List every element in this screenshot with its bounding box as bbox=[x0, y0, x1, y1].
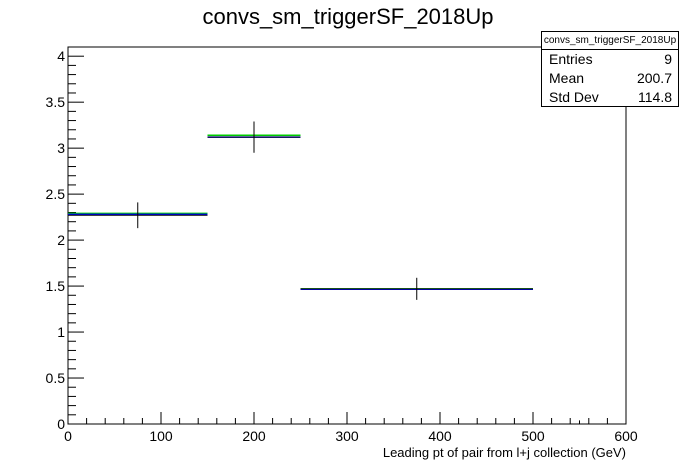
chart-title: convs_sm_triggerSF_2018Up bbox=[202, 4, 493, 29]
x-tick-label: 200 bbox=[242, 428, 266, 444]
stats-mean-row: Mean 200.7 bbox=[542, 69, 678, 88]
stats-title: convs_sm_triggerSF_2018Up bbox=[542, 32, 678, 50]
x-tick-label: 400 bbox=[428, 428, 452, 444]
x-tick-label: 600 bbox=[614, 428, 638, 444]
x-tick-label: 0 bbox=[64, 428, 72, 444]
y-tick-label: 2 bbox=[57, 232, 65, 248]
y-tick-label: 3.5 bbox=[46, 94, 66, 110]
stats-stddev-value: 114.8 bbox=[638, 89, 672, 105]
stats-entries-label: Entries bbox=[549, 51, 593, 67]
x-tick-label: 300 bbox=[335, 428, 359, 444]
y-tick-label: 3 bbox=[57, 140, 65, 156]
y-tick-label: 1.5 bbox=[46, 278, 66, 294]
data-point bbox=[68, 202, 208, 229]
data-point bbox=[533, 420, 626, 425]
stats-entries-value: 9 bbox=[664, 51, 672, 67]
stats-stddev-label: Std Dev bbox=[549, 89, 599, 105]
stats-entries-row: Entries 9 bbox=[542, 50, 678, 69]
y-tick-label: 0.5 bbox=[46, 370, 66, 386]
y-tick-label: 4 bbox=[57, 48, 65, 64]
y-tick-label: 1 bbox=[57, 324, 65, 340]
x-tick-label: 100 bbox=[149, 428, 173, 444]
stats-mean-label: Mean bbox=[549, 70, 585, 86]
stats-mean-value: 200.7 bbox=[636, 70, 672, 86]
y-tick-label: 0 bbox=[57, 416, 65, 432]
x-tick-label: 500 bbox=[521, 428, 545, 444]
data-point bbox=[300, 277, 533, 300]
stats-stddev-row: Std Dev 114.8 bbox=[542, 88, 678, 107]
data-points bbox=[68, 121, 626, 425]
data-point bbox=[207, 121, 301, 153]
axes: 0 100 200 300 400 500 600 0 0.5 1 1.5 2 2.5 3 3.5 4 bbox=[46, 46, 638, 444]
stats-box: convs_sm_triggerSF_2018Up Entries 9 Mean… bbox=[541, 31, 679, 107]
y-tick-label: 2.5 bbox=[46, 186, 66, 202]
x-axis-label: Leading pt of pair from l+j collection (… bbox=[383, 445, 626, 460]
